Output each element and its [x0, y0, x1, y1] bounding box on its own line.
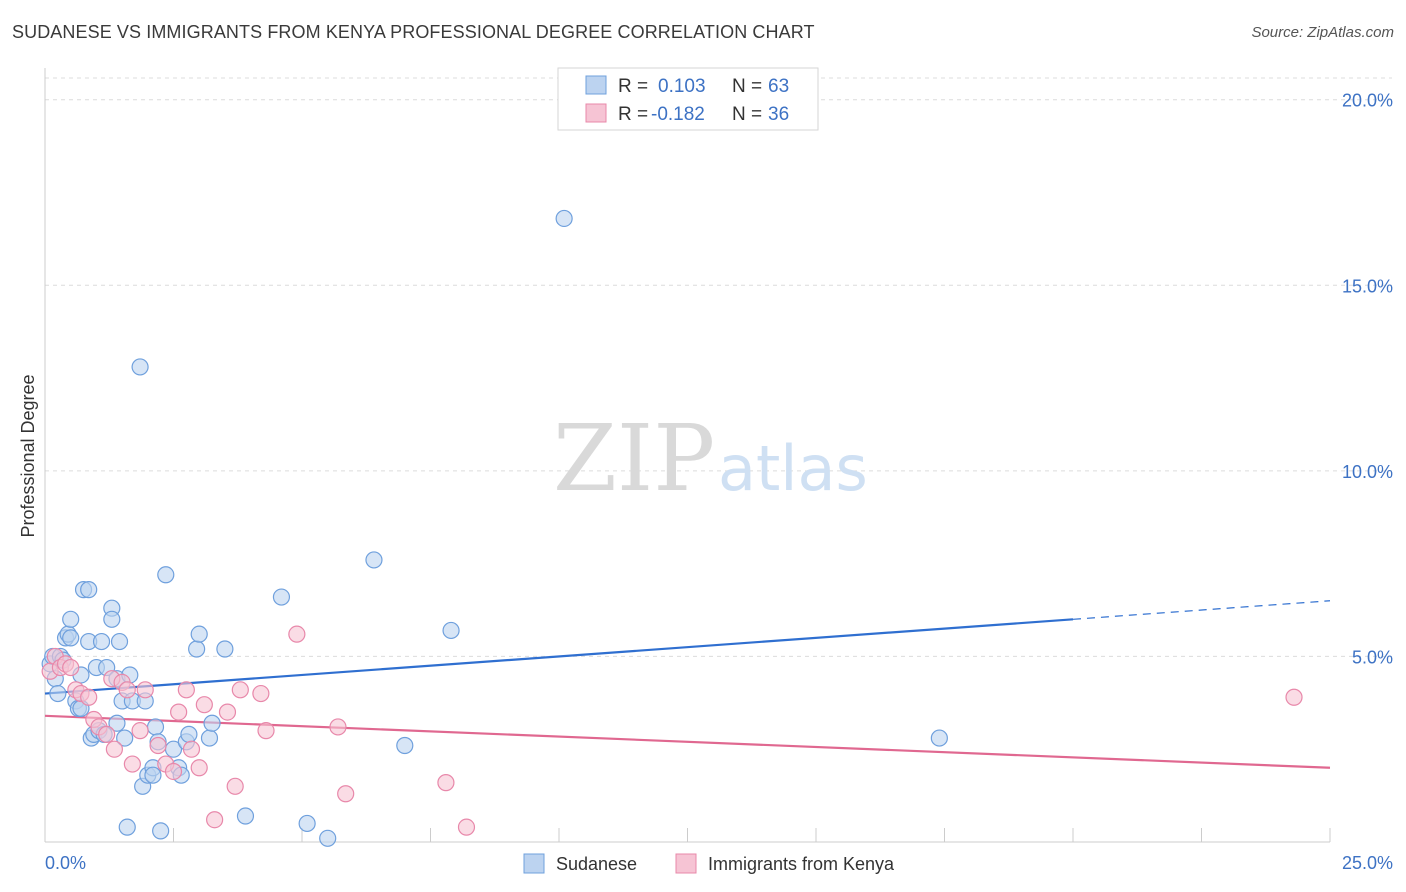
point-sudanese-31 [118, 818, 136, 836]
legend-swatch-kenya [585, 103, 607, 123]
x-tick-label-0: 0.0% [45, 853, 86, 873]
point-kenya-23 [182, 740, 201, 758]
legend-r-value-2: -0.182 [651, 104, 705, 125]
point-kenya-20 [164, 762, 183, 781]
axes [44, 68, 1331, 843]
point-kenya-30 [252, 684, 270, 703]
point-kenya-32 [288, 625, 306, 643]
point-sudanese-9 [62, 610, 80, 628]
point-kenya-34 [337, 785, 355, 803]
point-sudanese-3 [49, 684, 67, 703]
point-kenya-24 [190, 759, 208, 777]
source-label: Source: ZipAtlas.com [1251, 24, 1394, 41]
point-kenya-22 [177, 681, 195, 699]
legend-r-value-1: 0.103 [658, 76, 706, 97]
y-tick-label-3: 20.0% [1342, 91, 1393, 111]
point-sudanese-55 [272, 588, 291, 606]
point-sudanese-51 [200, 729, 219, 747]
point-sudanese-58 [365, 551, 383, 569]
legend: R = 0.103 N = 63 R = -0.182 N = 36 [557, 67, 819, 131]
watermark-zip: ZIP [553, 405, 715, 512]
point-kenya-33 [329, 718, 347, 736]
y-tick-label-0: 5.0% [1352, 647, 1393, 667]
point-kenya-15 [123, 755, 141, 773]
point-sudanese-49 [188, 640, 206, 658]
bottom-legend-label-sudanese: Sudanese [556, 854, 637, 874]
x-tick-label-1: 25.0% [1342, 853, 1393, 873]
point-kenya-18 [149, 736, 167, 755]
point-sudanese-56 [298, 814, 316, 833]
point-kenya-27 [218, 703, 237, 721]
point-kenya-29 [231, 681, 249, 699]
legend-swatch-sudanese [585, 75, 607, 95]
x-tick-labels: 0.0% 25.0% [45, 853, 1393, 873]
grid-lines [45, 77, 1392, 657]
point-sudanese-59 [396, 736, 414, 755]
watermark-atlas: atlas [718, 432, 868, 505]
point-sudanese-15 [80, 581, 98, 599]
point-sudanese-48 [180, 725, 198, 743]
point-sudanese-54 [236, 807, 255, 825]
point-kenya-35 [437, 774, 455, 792]
point-sudanese-57 [319, 829, 337, 847]
point-sudanese-60 [442, 621, 460, 640]
legend-n-value-1: 63 [768, 76, 789, 97]
point-sudanese-26 [108, 714, 126, 732]
trend-line-sudanese-extension [1072, 600, 1331, 620]
point-kenya-4 [62, 658, 80, 677]
legend-n-value-2: 36 [768, 104, 789, 125]
point-sudanese-39 [144, 766, 162, 784]
point-kenya-7 [80, 688, 98, 706]
trend-line-sudanese [44, 618, 1074, 695]
bottom-legend-label-kenya: Immigrants from Kenya [708, 854, 895, 874]
legend-n-label-1: N = [732, 76, 762, 97]
point-sudanese-34 [131, 358, 149, 376]
trend-lines [44, 600, 1331, 769]
point-kenya-16 [131, 722, 149, 740]
point-sudanese-30 [116, 729, 134, 747]
point-sudanese-61 [555, 209, 573, 228]
legend-r-label-2: R = [618, 104, 648, 125]
point-kenya-12 [105, 740, 123, 758]
point-sudanese-50 [190, 625, 208, 643]
point-sudanese-21 [92, 632, 111, 651]
point-sudanese-53 [216, 640, 234, 658]
point-sudanese-28 [110, 632, 129, 651]
point-kenya-14 [118, 681, 136, 699]
point-sudanese-62 [930, 729, 948, 747]
point-sudanese-40 [146, 718, 165, 736]
point-kenya-37 [1285, 688, 1303, 706]
y-axis-label: Professional Degree [18, 374, 38, 537]
point-sudanese-8 [62, 629, 80, 647]
point-kenya-26 [206, 811, 224, 829]
point-sudanese-52 [203, 714, 221, 732]
chart-title: SUDANESE VS IMMIGRANTS FROM KENYA PROFES… [12, 22, 815, 42]
point-kenya-31 [257, 722, 275, 740]
point-sudanese-25 [103, 610, 121, 628]
point-kenya-21 [170, 703, 188, 721]
y-tick-labels: 5.0% 10.0% 15.0% 20.0% [1342, 91, 1393, 668]
point-sudanese-42 [152, 822, 170, 840]
watermark: ZIP atlas [553, 405, 868, 512]
legend-r-label-1: R = [618, 76, 648, 97]
y-tick-label-1: 10.0% [1342, 462, 1393, 482]
point-kenya-36 [457, 818, 476, 836]
point-kenya-28 [226, 777, 244, 795]
point-kenya-25 [195, 696, 213, 714]
data-points [41, 209, 1303, 847]
point-sudanese-43 [157, 566, 175, 584]
y-tick-label-2: 15.0% [1342, 276, 1393, 296]
trend-line-kenya [44, 714, 1331, 769]
bottom-legend-swatch-kenya [675, 853, 697, 874]
point-kenya-10 [98, 725, 116, 743]
bottom-legend-swatch-sudanese [523, 853, 545, 874]
point-kenya-17 [136, 681, 154, 699]
legend-n-label-2: N = [732, 104, 762, 125]
bottom-legend: Sudanese Immigrants from Kenya [523, 853, 895, 874]
